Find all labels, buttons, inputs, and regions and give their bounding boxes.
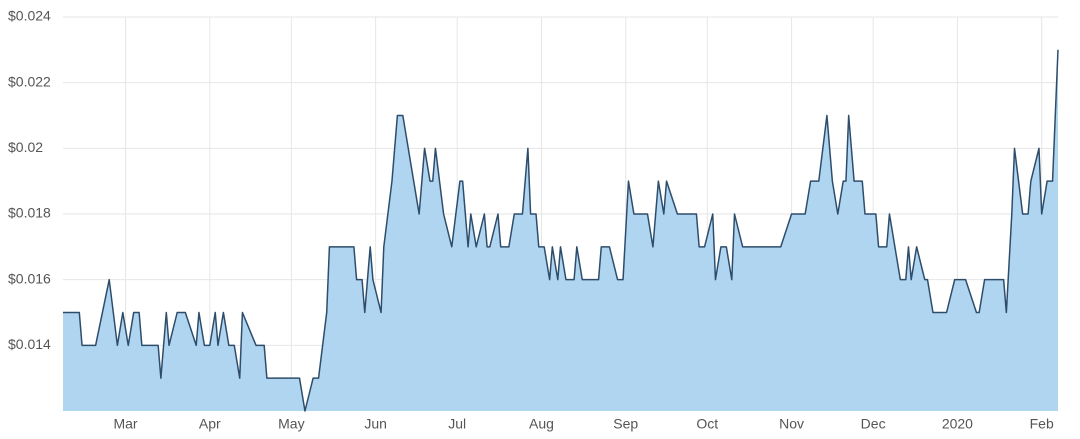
x-tick-label: Jul (448, 416, 466, 432)
x-tick-label: Apr (199, 416, 221, 432)
x-tick-label: Sep (613, 416, 638, 432)
x-tick-label: Nov (779, 416, 804, 432)
y-tick-label: $0.022 (8, 73, 51, 89)
x-tick-label: Jun (364, 416, 387, 432)
x-tick-label: Aug (529, 416, 554, 432)
x-tick-label: May (278, 416, 304, 432)
y-tick-label: $0.02 (8, 139, 43, 155)
area (63, 49, 1058, 411)
y-tick-label: $0.018 (8, 205, 51, 221)
y-tick-label: $0.016 (8, 270, 51, 286)
line (63, 49, 1059, 412)
x-tick-label: Oct (696, 416, 718, 432)
x-tick-label: Dec (861, 416, 886, 432)
y-tick-label: $0.024 (8, 8, 51, 24)
y-tick-label: $0.014 (8, 336, 51, 352)
x-tick-label: 2020 (942, 416, 973, 432)
x-tick-label: Feb (1030, 416, 1054, 432)
x-tick-label: Mar (113, 416, 137, 432)
